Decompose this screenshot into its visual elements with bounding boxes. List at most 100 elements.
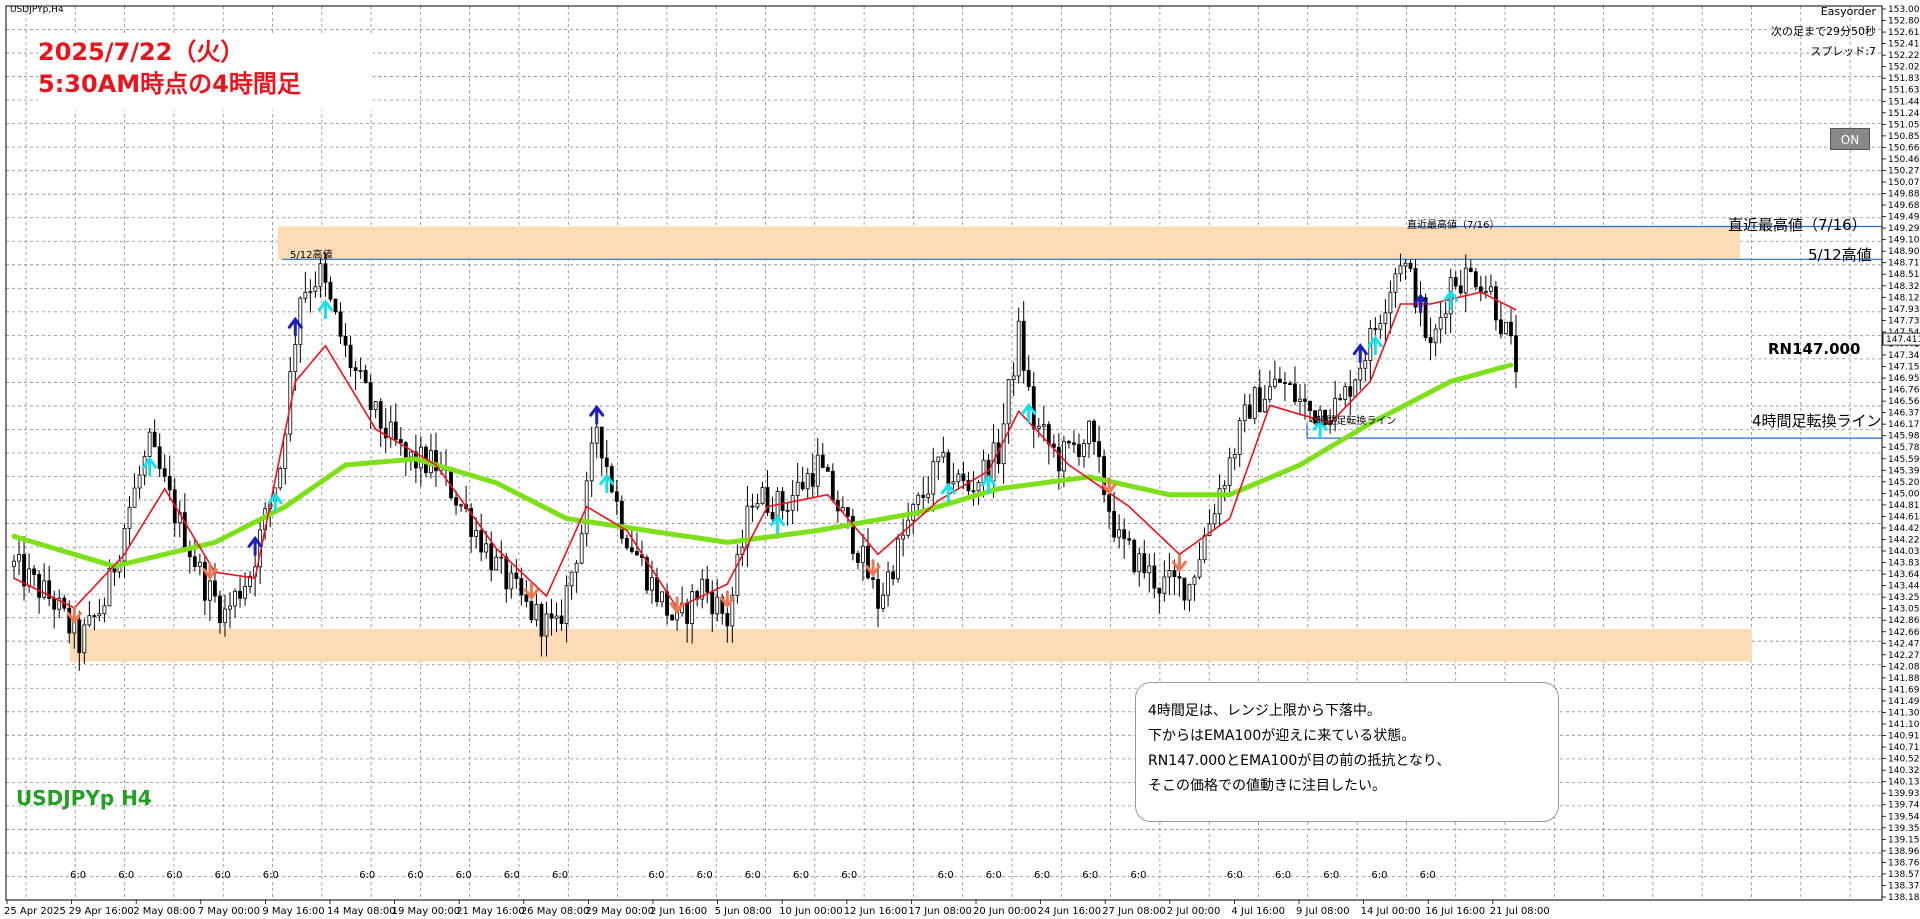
signal-arrow-up-light <box>317 299 333 320</box>
may12-high-large-label: 5/12高値 <box>1808 246 1872 264</box>
candle-body <box>213 580 217 597</box>
candle-body <box>127 506 132 529</box>
ema100-line <box>11 362 1514 569</box>
candle-body <box>1202 535 1207 561</box>
candle-body <box>845 507 850 517</box>
date-tick-label: 12 Jun 16:00 <box>844 906 908 917</box>
may12-high-small-label: 5/12高値 <box>290 250 333 261</box>
candle-body <box>1046 424 1051 445</box>
date-tick-label: 21 May 16:00 <box>456 906 525 917</box>
candle-body <box>765 487 770 513</box>
candle-body <box>459 504 463 507</box>
candle-body <box>348 344 353 369</box>
time-tick-label: 6:0 <box>504 870 520 881</box>
candle-body <box>1483 290 1488 294</box>
candle-body <box>182 512 187 551</box>
candle-body <box>946 452 951 485</box>
candle-body <box>107 567 112 607</box>
date-tick-label: 29 May 00:00 <box>585 906 654 917</box>
price-tick-label: 150.660 <box>1888 143 1920 153</box>
comment-line-3: RN147.000とEMA100が目の前の抵抗となり、 <box>1148 753 1451 769</box>
price-tick-label: 145.395 <box>1888 466 1920 476</box>
candle-body <box>398 439 403 444</box>
candle-body <box>1358 367 1363 381</box>
signal-arrow-up-light <box>267 492 283 513</box>
candle-body <box>1398 265 1403 275</box>
price-tick-label: 141.105 <box>1888 720 1920 730</box>
candle-body <box>755 503 760 508</box>
candle-body <box>1463 267 1468 294</box>
candle-body <box>1192 576 1197 585</box>
price-tick-label: 145.590 <box>1888 455 1920 465</box>
candle-body <box>248 575 253 587</box>
candle-body <box>1267 386 1272 400</box>
candle-body <box>152 431 157 448</box>
signal-arrow-down <box>1101 477 1117 496</box>
candle-body <box>388 421 393 439</box>
candle-body <box>338 311 343 337</box>
candle-body <box>1162 576 1167 594</box>
price-tick-label: 138.765 <box>1888 858 1920 868</box>
candle-body <box>785 509 790 512</box>
candle-body <box>408 451 413 458</box>
candle-body <box>1353 379 1358 397</box>
candle-body <box>1102 456 1106 496</box>
candle-body <box>1041 424 1046 427</box>
candle-body <box>1378 323 1383 330</box>
candle-body <box>1167 570 1172 578</box>
candle-body <box>1313 410 1317 424</box>
candle-body <box>1132 539 1137 573</box>
candle-body <box>559 615 564 624</box>
time-tick-label: 6:0 <box>986 870 1002 881</box>
price-tick-label: 138.375 <box>1888 881 1920 891</box>
candle-body <box>1117 529 1122 538</box>
candle-body <box>17 554 21 562</box>
price-tick-label: 144.615 <box>1888 512 1920 522</box>
time-tick-label: 6:0 <box>359 870 375 881</box>
price-tick-label: 142.470 <box>1888 639 1920 649</box>
candle-body <box>1272 378 1277 388</box>
candle-body <box>866 545 870 579</box>
candle-body <box>539 603 544 637</box>
candle-body <box>529 600 534 621</box>
current-price-box <box>1882 332 1920 346</box>
candle-body <box>710 591 715 615</box>
candle-body <box>1363 360 1368 369</box>
date-tick-label: 9 May 16:00 <box>262 906 324 917</box>
candle-body <box>97 613 102 617</box>
comment-line-4: そこの価格での値動きに注目したい。 <box>1148 778 1386 794</box>
price-tick-label: 142.275 <box>1888 651 1920 661</box>
time-tick-label: 6:0 <box>70 870 86 881</box>
candle-body <box>308 290 313 293</box>
candle-body <box>549 613 554 619</box>
price-tick-label: 151.635 <box>1888 86 1920 96</box>
price-tick-label: 152.610 <box>1888 28 1920 38</box>
comment-line-1: 4時間足は、レンジ上限から下落中。 <box>1148 703 1381 719</box>
price-tick-label: 143.055 <box>1888 605 1920 615</box>
on-toggle-button[interactable]: ON <box>1830 128 1870 150</box>
candle-body <box>42 580 47 598</box>
signal-arrow-up-dark <box>247 535 263 556</box>
price-tick-label: 139.740 <box>1888 801 1920 811</box>
price-zones <box>70 226 1752 662</box>
candle-body <box>303 291 308 299</box>
candle-body <box>725 613 730 627</box>
candle-body <box>660 591 664 603</box>
candle-body <box>951 481 956 485</box>
candle-body <box>1308 400 1312 412</box>
candle-body <box>1283 382 1287 384</box>
candle-body <box>162 468 167 477</box>
candle-body <box>1112 510 1117 538</box>
candle-body <box>1242 404 1247 421</box>
candle-body <box>715 596 720 615</box>
candle-body <box>228 605 232 610</box>
candle-body <box>1187 583 1192 601</box>
comment-box: 4時間足は、レンジ上限から下落中。 下からはEMA100が迎えに来ている状態。 … <box>1135 682 1559 822</box>
price-tick-label: 139.350 <box>1888 824 1920 834</box>
date-tick-label: 19 May 00:00 <box>392 906 461 917</box>
candle-body <box>112 567 117 573</box>
candle-body <box>976 482 981 492</box>
spread-label: スプレッド:7 <box>1810 45 1876 58</box>
candles <box>12 252 1518 671</box>
